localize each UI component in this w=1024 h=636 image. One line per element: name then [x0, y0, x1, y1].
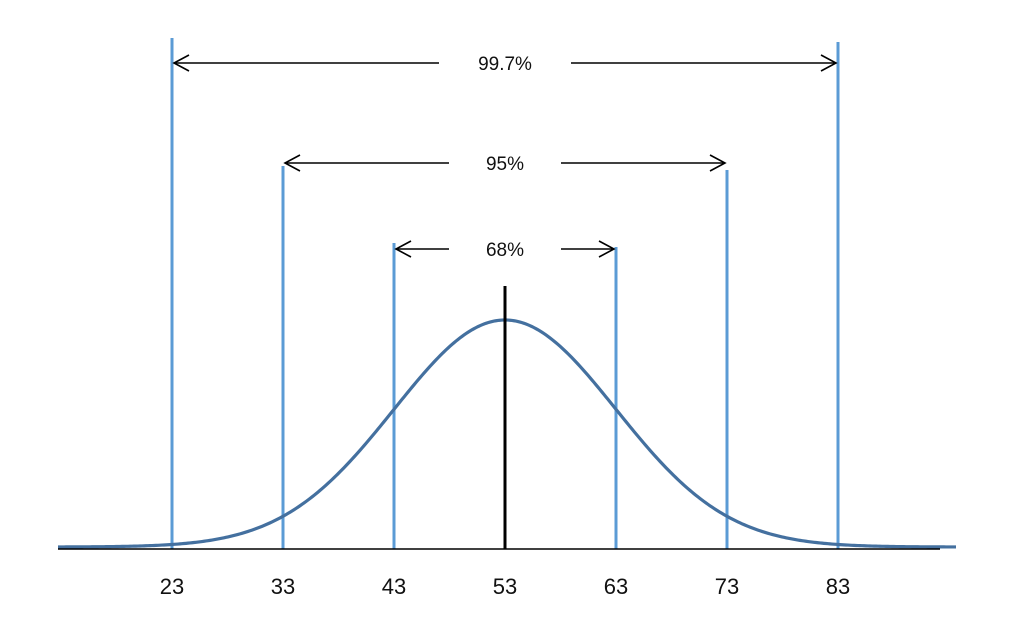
- tick-label-63: 63: [604, 574, 628, 599]
- arrowhead-right-95pct: [709, 154, 727, 172]
- interval-label-68pct: 68%: [486, 240, 524, 261]
- arrowhead-right-99-7pct: [820, 54, 838, 72]
- bell-curve: [58, 318, 956, 549]
- arrowhead-left-99-7pct: [172, 54, 190, 72]
- arrowhead-right-68pct: [598, 240, 616, 258]
- tick-label-33: 33: [271, 574, 295, 599]
- tick-label-73: 73: [715, 574, 739, 599]
- tick-label-43: 43: [382, 574, 406, 599]
- tick-label-83: 83: [826, 574, 850, 599]
- tick-label-23: 23: [160, 574, 184, 599]
- arrowhead-left-68pct: [394, 240, 412, 258]
- arrowhead-left-95pct: [283, 154, 301, 172]
- tick-label-53: 53: [493, 574, 517, 599]
- interval-label-95pct: 95%: [486, 154, 524, 175]
- interval-label-99-7pct: 99.7%: [478, 54, 532, 75]
